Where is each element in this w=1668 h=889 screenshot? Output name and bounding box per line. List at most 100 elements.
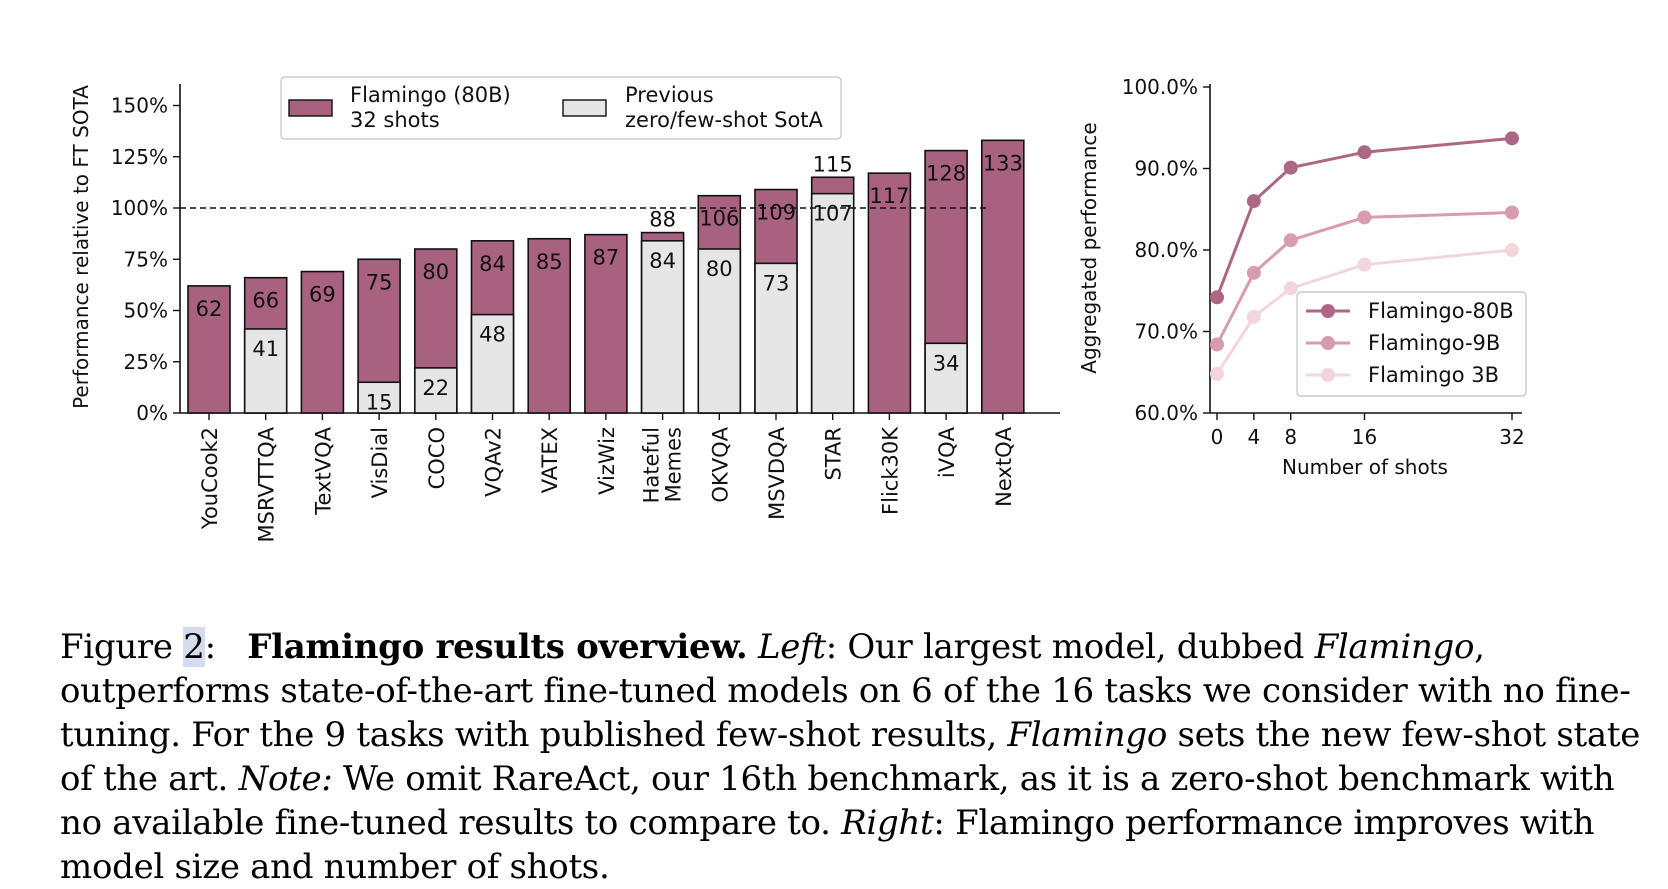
x-tick-label: MSVDQA — [765, 426, 789, 520]
x-tick-label: STAR — [822, 427, 846, 480]
flamingo-value-label: 117 — [869, 184, 909, 208]
caption-fig-prefix: Figure — [60, 627, 184, 667]
caption-title: Flamingo results overview. — [247, 627, 748, 667]
x-tick-label: NextQA — [992, 426, 1016, 506]
y-tick-label: 70.0% — [1134, 320, 1198, 344]
previous-sota-bar — [924, 342, 968, 414]
previous-value-label: 15 — [366, 390, 393, 414]
series-point — [1246, 309, 1261, 324]
y-tick-label: 100.0% — [1122, 75, 1198, 99]
caption-text-2: , outperforms state-of-the-art fine-tune… — [60, 627, 1631, 755]
previous-value-label: 22 — [422, 376, 449, 400]
series-point — [1505, 131, 1519, 146]
flamingo-value-label: 133 — [983, 151, 1023, 175]
y-tick-label: 100% — [111, 196, 168, 220]
figure-charts: 0% 25% 50% 75% 100% 125% 150% Performance relat… — [69, 75, 1527, 542]
y-tick-label: 25% — [124, 350, 168, 374]
flamingo-value-label: 88 — [649, 208, 676, 232]
y-tick-label: 75% — [124, 247, 168, 271]
y-tick-label: 0% — [136, 401, 168, 425]
legend-label-previous-line2: zero/few-shot SotA — [625, 108, 824, 132]
legend-label: Flamingo 3B — [1368, 363, 1499, 387]
caption-flamingo-2: Flamingo — [1007, 715, 1167, 755]
caption-text-4: We omit RareAct, our 16th benchmark, as … — [60, 759, 1615, 843]
x-tick-label: 32 — [1499, 425, 1524, 449]
x-tick-label: TextVQA — [311, 426, 335, 515]
flamingo-value-label: 75 — [366, 270, 393, 294]
previous-value-label: 34 — [933, 351, 960, 375]
previous-sota-bar — [413, 367, 458, 414]
y-axis-label: Performance relative to FT SOTA — [69, 85, 93, 409]
legend-swatch-flamingo — [288, 99, 333, 117]
bar-legend: Flamingo (80B)32 shots Previouszero/few-s… — [280, 76, 842, 140]
series-point — [1246, 194, 1261, 209]
x-tick-label: 8 — [1284, 425, 1297, 449]
x-tick-label: 16 — [1352, 425, 1377, 449]
legend-label: Flamingo-9B — [1368, 331, 1500, 355]
series-point — [1283, 233, 1298, 248]
previous-sota-bar — [810, 192, 855, 414]
series-point — [1283, 160, 1298, 175]
x-tick-label: VQAv2 — [482, 427, 506, 497]
caption-right-label: Right — [841, 803, 934, 843]
x-tick-label: OKVQA — [708, 426, 732, 502]
flamingo-value-label: 106 — [699, 207, 739, 231]
series-point — [1505, 205, 1519, 220]
previous-value-label: 84 — [649, 249, 676, 273]
previous-sota-bar — [754, 262, 798, 414]
flamingo-value-label: 128 — [926, 162, 966, 186]
previous-sota-bar — [640, 240, 685, 414]
series-point — [1357, 145, 1372, 160]
line-chart: 60.0% 70.0% 80.0% 90.0% 100.0% 0 4 8 16 32 Number … — [1077, 75, 1527, 479]
flamingo-bar — [584, 233, 628, 414]
x-tick-label: VATEX — [538, 427, 562, 493]
caption-fig-colon: : — [204, 627, 216, 667]
x-tick-label: iVQA — [935, 426, 959, 478]
x-axis-label: Number of shots — [1282, 455, 1448, 479]
y-tick-label: 80.0% — [1134, 238, 1198, 262]
previous-value-label: 107 — [813, 202, 853, 226]
flamingo-bar — [527, 237, 572, 414]
previous-value-label: 41 — [252, 337, 279, 361]
legend-marker — [1321, 336, 1335, 350]
x-tick-label: MSRVTTQA — [255, 426, 279, 542]
x-tick-label: VizWiz — [595, 427, 619, 495]
flamingo-value-label: 109 — [756, 201, 796, 225]
legend-frame — [1296, 291, 1527, 397]
flamingo-bar — [980, 139, 1025, 414]
figure-caption: Figure 2: Flamingo results overview. Lef… — [60, 625, 1650, 889]
y-axis-label: Aggregated performance — [1077, 122, 1101, 373]
bar-chart: 0% 25% 50% 75% 100% 125% 150% Performance relat… — [69, 76, 1060, 542]
y-tick-label: 50% — [124, 299, 168, 323]
caption-note-label: Note: — [238, 759, 333, 799]
caption-text-3: sets the new few-shot state of the art. — [60, 715, 1641, 799]
flamingo-value-label: 85 — [536, 250, 563, 274]
caption-flamingo-1: Flamingo — [1314, 627, 1475, 667]
flamingo-value-label: 115 — [813, 152, 853, 176]
flamingo-value-label: 69 — [309, 283, 336, 307]
x-tick-label: Flick30K — [878, 426, 902, 515]
flamingo-value-label: 87 — [593, 246, 620, 270]
legend-marker — [1321, 368, 1335, 382]
x-tick-label-line2: Memes — [662, 427, 686, 502]
previous-value-label: 48 — [479, 323, 506, 347]
legend-label: Flamingo-80B — [1368, 299, 1514, 323]
caption-text-1: : Our largest model, dubbed — [825, 627, 1315, 667]
x-tick-label: VisDial — [368, 427, 392, 498]
legend-label-flamingo: Flamingo (80B) — [350, 83, 511, 107]
previous-value-label: 80 — [706, 257, 733, 281]
x-tick-label: YouCook2 — [198, 427, 222, 530]
flamingo-bar — [867, 172, 912, 414]
x-tick-label: Hateful — [640, 427, 664, 503]
series-point — [1210, 290, 1224, 305]
series-point — [1283, 281, 1298, 296]
series-point — [1246, 265, 1261, 280]
legend-label-flamingo-line2: 32 shots — [350, 108, 440, 132]
y-tick-label: 90.0% — [1134, 157, 1198, 181]
flamingo-value-label: 66 — [252, 289, 279, 313]
flamingo-value-label: 80 — [422, 260, 449, 284]
series-point — [1210, 366, 1224, 381]
series-point — [1210, 337, 1224, 352]
x-tick-label: 0 — [1211, 425, 1224, 449]
series-point — [1357, 257, 1372, 272]
